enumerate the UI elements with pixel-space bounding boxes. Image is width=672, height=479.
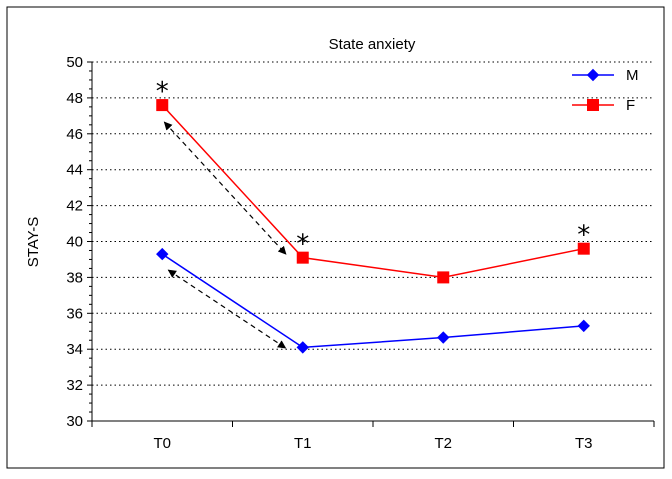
comparison-arrow: [167, 269, 287, 349]
significance-annotations: * * *: [156, 77, 591, 260]
grid-lines: [92, 61, 654, 386]
legend-marker: [586, 68, 600, 82]
y-tick-label: 46: [66, 126, 83, 143]
y-tick-label: 30: [66, 413, 83, 430]
series-group: [156, 99, 590, 354]
significance-star: *: [156, 77, 169, 107]
x-tick-label: T1: [294, 435, 312, 452]
data-point: [156, 99, 169, 112]
chart-title: State anxiety: [329, 36, 416, 53]
y-tick-label: 32: [66, 377, 83, 394]
y-tick-label: 36: [66, 305, 83, 322]
axes: 30 32 34 36 38 40 42 44 46 48 50 T0 T1 T2 T3: [66, 54, 655, 452]
data-point: [437, 271, 450, 284]
data-point: [296, 251, 309, 264]
legend-marker: [587, 99, 599, 111]
significance-star: *: [577, 221, 590, 251]
data-point: [577, 242, 590, 255]
comparison-arrows: [163, 121, 287, 349]
series-F: [156, 99, 590, 284]
series-line: [161, 253, 584, 349]
y-tick-label: 50: [66, 54, 83, 71]
legend-label: F: [626, 97, 635, 114]
chart-border: [6, 6, 665, 469]
data-point: [437, 331, 450, 344]
y-tick-label: 42: [66, 198, 83, 215]
y-tick-label: 44: [66, 162, 83, 179]
y-axis-title: STAY-S: [25, 217, 42, 268]
legend: MF: [572, 67, 639, 114]
legend-item-M: M: [572, 67, 639, 84]
y-tick-label: 40: [66, 234, 83, 251]
significance-star: *: [296, 230, 309, 260]
data-point: [296, 341, 309, 354]
y-tick-label: 34: [66, 341, 83, 358]
legend-label: M: [626, 67, 639, 84]
y-tick-label: 38: [66, 269, 83, 286]
x-tick-label: T3: [575, 435, 593, 452]
legend-item-F: F: [572, 97, 635, 114]
x-tick-label: T0: [153, 435, 171, 452]
data-point: [577, 319, 590, 333]
y-tick-label: 48: [66, 90, 83, 107]
x-tick-label: T2: [434, 435, 452, 452]
series-line: [161, 104, 584, 279]
comparison-arrow: [163, 121, 287, 255]
data-point: [156, 247, 169, 261]
series-M: [156, 247, 590, 354]
